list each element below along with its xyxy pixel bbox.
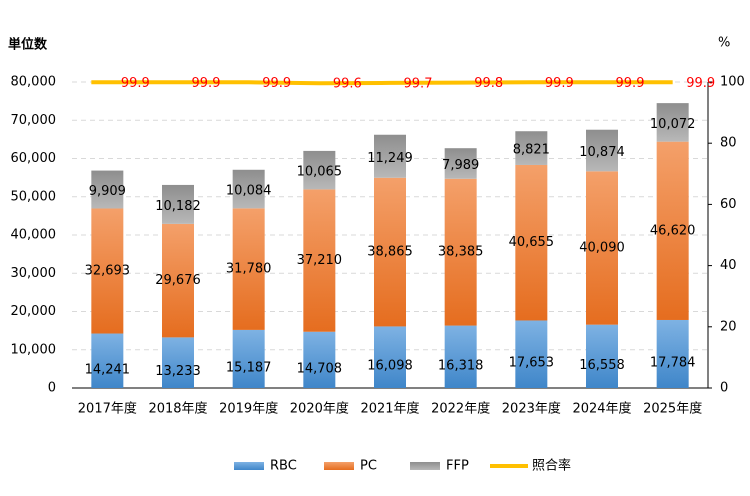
data-label: 46,620 — [650, 223, 696, 238]
bar-segment — [656, 319, 689, 388]
data-label: 10,182 — [155, 199, 201, 214]
x-tick-label: 2019年度 — [219, 401, 278, 417]
x-tick-label: 2018年度 — [148, 401, 207, 417]
legend-label: 照合率 — [532, 458, 571, 474]
bar-segment — [374, 177, 406, 327]
data-label: 10,084 — [226, 184, 272, 199]
y-tick-label: 10,000 — [11, 342, 57, 357]
line-data-label: 99.9 — [545, 76, 574, 91]
x-tick-label: 2017年度 — [78, 401, 137, 417]
x-tick-label: 2023年度 — [502, 401, 561, 417]
data-label: 11,249 — [367, 151, 413, 166]
data-label: 32,693 — [85, 264, 131, 279]
legend-swatch — [410, 462, 440, 470]
bar-segment — [91, 333, 124, 388]
data-label: 7,989 — [442, 158, 479, 173]
y2-tick-label: 0 — [720, 381, 728, 396]
y2-axis-title: % — [718, 36, 730, 51]
bar-segment — [515, 320, 548, 388]
bar-segment — [586, 129, 618, 172]
bar-segment — [232, 169, 265, 209]
bar-segment — [91, 208, 124, 334]
data-label: 40,655 — [509, 235, 555, 250]
bar-segment — [444, 325, 477, 388]
line-data-label: 99.9 — [616, 76, 645, 91]
line — [91, 80, 673, 86]
legend-label: PC — [360, 459, 377, 474]
line-data-label: 99.6 — [333, 77, 362, 92]
y-tick-label: 70,000 — [11, 113, 57, 128]
data-label: 17,784 — [650, 355, 696, 370]
y2-tick-label: 20 — [720, 319, 737, 334]
data-label: 38,865 — [367, 245, 413, 260]
bar-segment — [586, 171, 618, 325]
data-label: 15,187 — [226, 360, 272, 375]
data-label: 29,676 — [155, 273, 201, 288]
legend-swatch — [234, 462, 264, 470]
legend-label: RBC — [270, 459, 297, 474]
bar-segment — [303, 150, 336, 190]
bar-segment — [162, 337, 194, 388]
bar-segment — [656, 141, 689, 320]
data-label: 14,708 — [297, 361, 343, 376]
bar-segment — [374, 326, 406, 388]
data-label: 17,653 — [509, 356, 555, 371]
y2-tick-label: 40 — [720, 258, 737, 273]
line-data-label: 99.8 — [474, 76, 503, 91]
x-tick-label: 2025年度 — [643, 401, 702, 417]
bar-segment — [232, 329, 265, 388]
y-tick-label: 0 — [48, 381, 56, 396]
y-tick-label: 60,000 — [11, 151, 57, 166]
data-label: 38,385 — [438, 245, 484, 260]
x-tick-label: 2022年度 — [431, 401, 490, 417]
x-tick-label: 2020年度 — [290, 401, 349, 417]
bar-segment — [374, 134, 406, 178]
bar-segment — [232, 208, 265, 330]
data-label: 37,210 — [297, 253, 343, 268]
legend-swatch — [324, 462, 354, 470]
data-label: 8,821 — [513, 143, 550, 158]
bar-segment — [515, 131, 548, 165]
bar-segment — [162, 223, 194, 338]
bar-segment — [515, 164, 548, 321]
line-data-label: 99.9 — [121, 76, 150, 91]
bar-segment — [91, 170, 124, 209]
y-tick-label: 30,000 — [11, 266, 57, 281]
bar-segment — [303, 189, 336, 332]
data-label: 14,241 — [85, 362, 131, 377]
data-label: 16,098 — [367, 359, 413, 374]
y-axis-title: 単位数 — [8, 37, 48, 53]
bar-segment — [444, 178, 477, 326]
bar-segment — [162, 184, 194, 224]
bar-segment — [444, 148, 477, 179]
y-tick-label: 80,000 — [11, 75, 57, 90]
y-tick-label: 50,000 — [11, 189, 57, 204]
bar-segment — [303, 331, 336, 388]
data-label: 9,909 — [89, 184, 126, 199]
line-data-label: 99.7 — [404, 76, 433, 91]
data-label: 40,090 — [579, 240, 625, 255]
data-label: 16,318 — [438, 358, 484, 373]
y-tick-label: 40,000 — [11, 228, 57, 243]
y-tick-label: 20,000 — [11, 304, 57, 319]
data-label: 10,874 — [579, 145, 625, 160]
line-data-label: 99.9 — [686, 76, 715, 91]
y2-tick-label: 100 — [720, 75, 745, 90]
y2-tick-label: 60 — [720, 197, 737, 212]
bar-segment — [586, 324, 618, 388]
data-label: 10,072 — [650, 117, 696, 132]
line-data-label: 99.9 — [262, 76, 291, 91]
data-label: 10,065 — [297, 165, 343, 180]
line-data-label: 99.9 — [192, 76, 221, 91]
y2-tick-label: 80 — [720, 136, 737, 151]
data-label: 31,780 — [226, 262, 272, 277]
x-tick-label: 2024年度 — [572, 401, 631, 417]
data-label: 13,233 — [155, 364, 201, 379]
x-tick-label: 2021年度 — [360, 401, 419, 417]
bar-segment — [656, 103, 689, 142]
legend-label: FFP — [446, 459, 469, 474]
data-label: 16,558 — [579, 358, 625, 373]
